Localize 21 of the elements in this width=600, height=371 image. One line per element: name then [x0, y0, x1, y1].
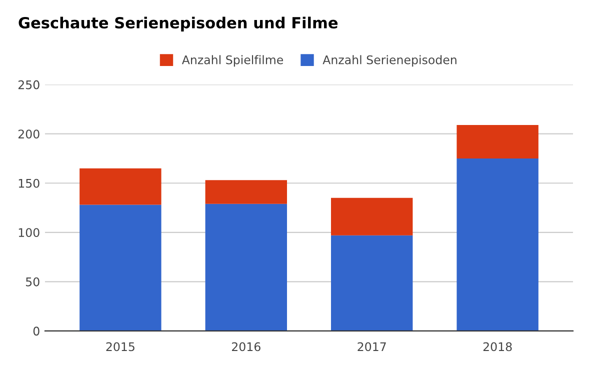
y-tick-label: 150 [18, 178, 40, 188]
legend-label: Anzahl Serienepisoden [322, 55, 456, 67]
x-tick-label: 2018 [483, 342, 512, 352]
bar [331, 198, 413, 236]
y-tick-label: 250 [18, 80, 40, 90]
chart-title: Geschaute Serienepisoden und Filme [18, 16, 338, 32]
y-tick-label: 100 [18, 228, 40, 238]
y-tick-label: 200 [18, 130, 40, 139]
y-tick-label: 50 [26, 277, 40, 286]
y-tick-label: 0 [33, 326, 40, 336]
bar [331, 235, 413, 331]
bar [205, 180, 287, 204]
bar [80, 204, 162, 331]
bar [456, 124, 538, 158]
x-tick-label: 2015 [106, 342, 134, 352]
bar [205, 204, 287, 331]
x-tick-label: 2017 [358, 342, 386, 352]
legend-label: Anzahl Spielfilme [182, 55, 284, 67]
bar [80, 168, 162, 205]
bar [456, 158, 538, 331]
x-tick-label: 2016 [232, 342, 260, 352]
